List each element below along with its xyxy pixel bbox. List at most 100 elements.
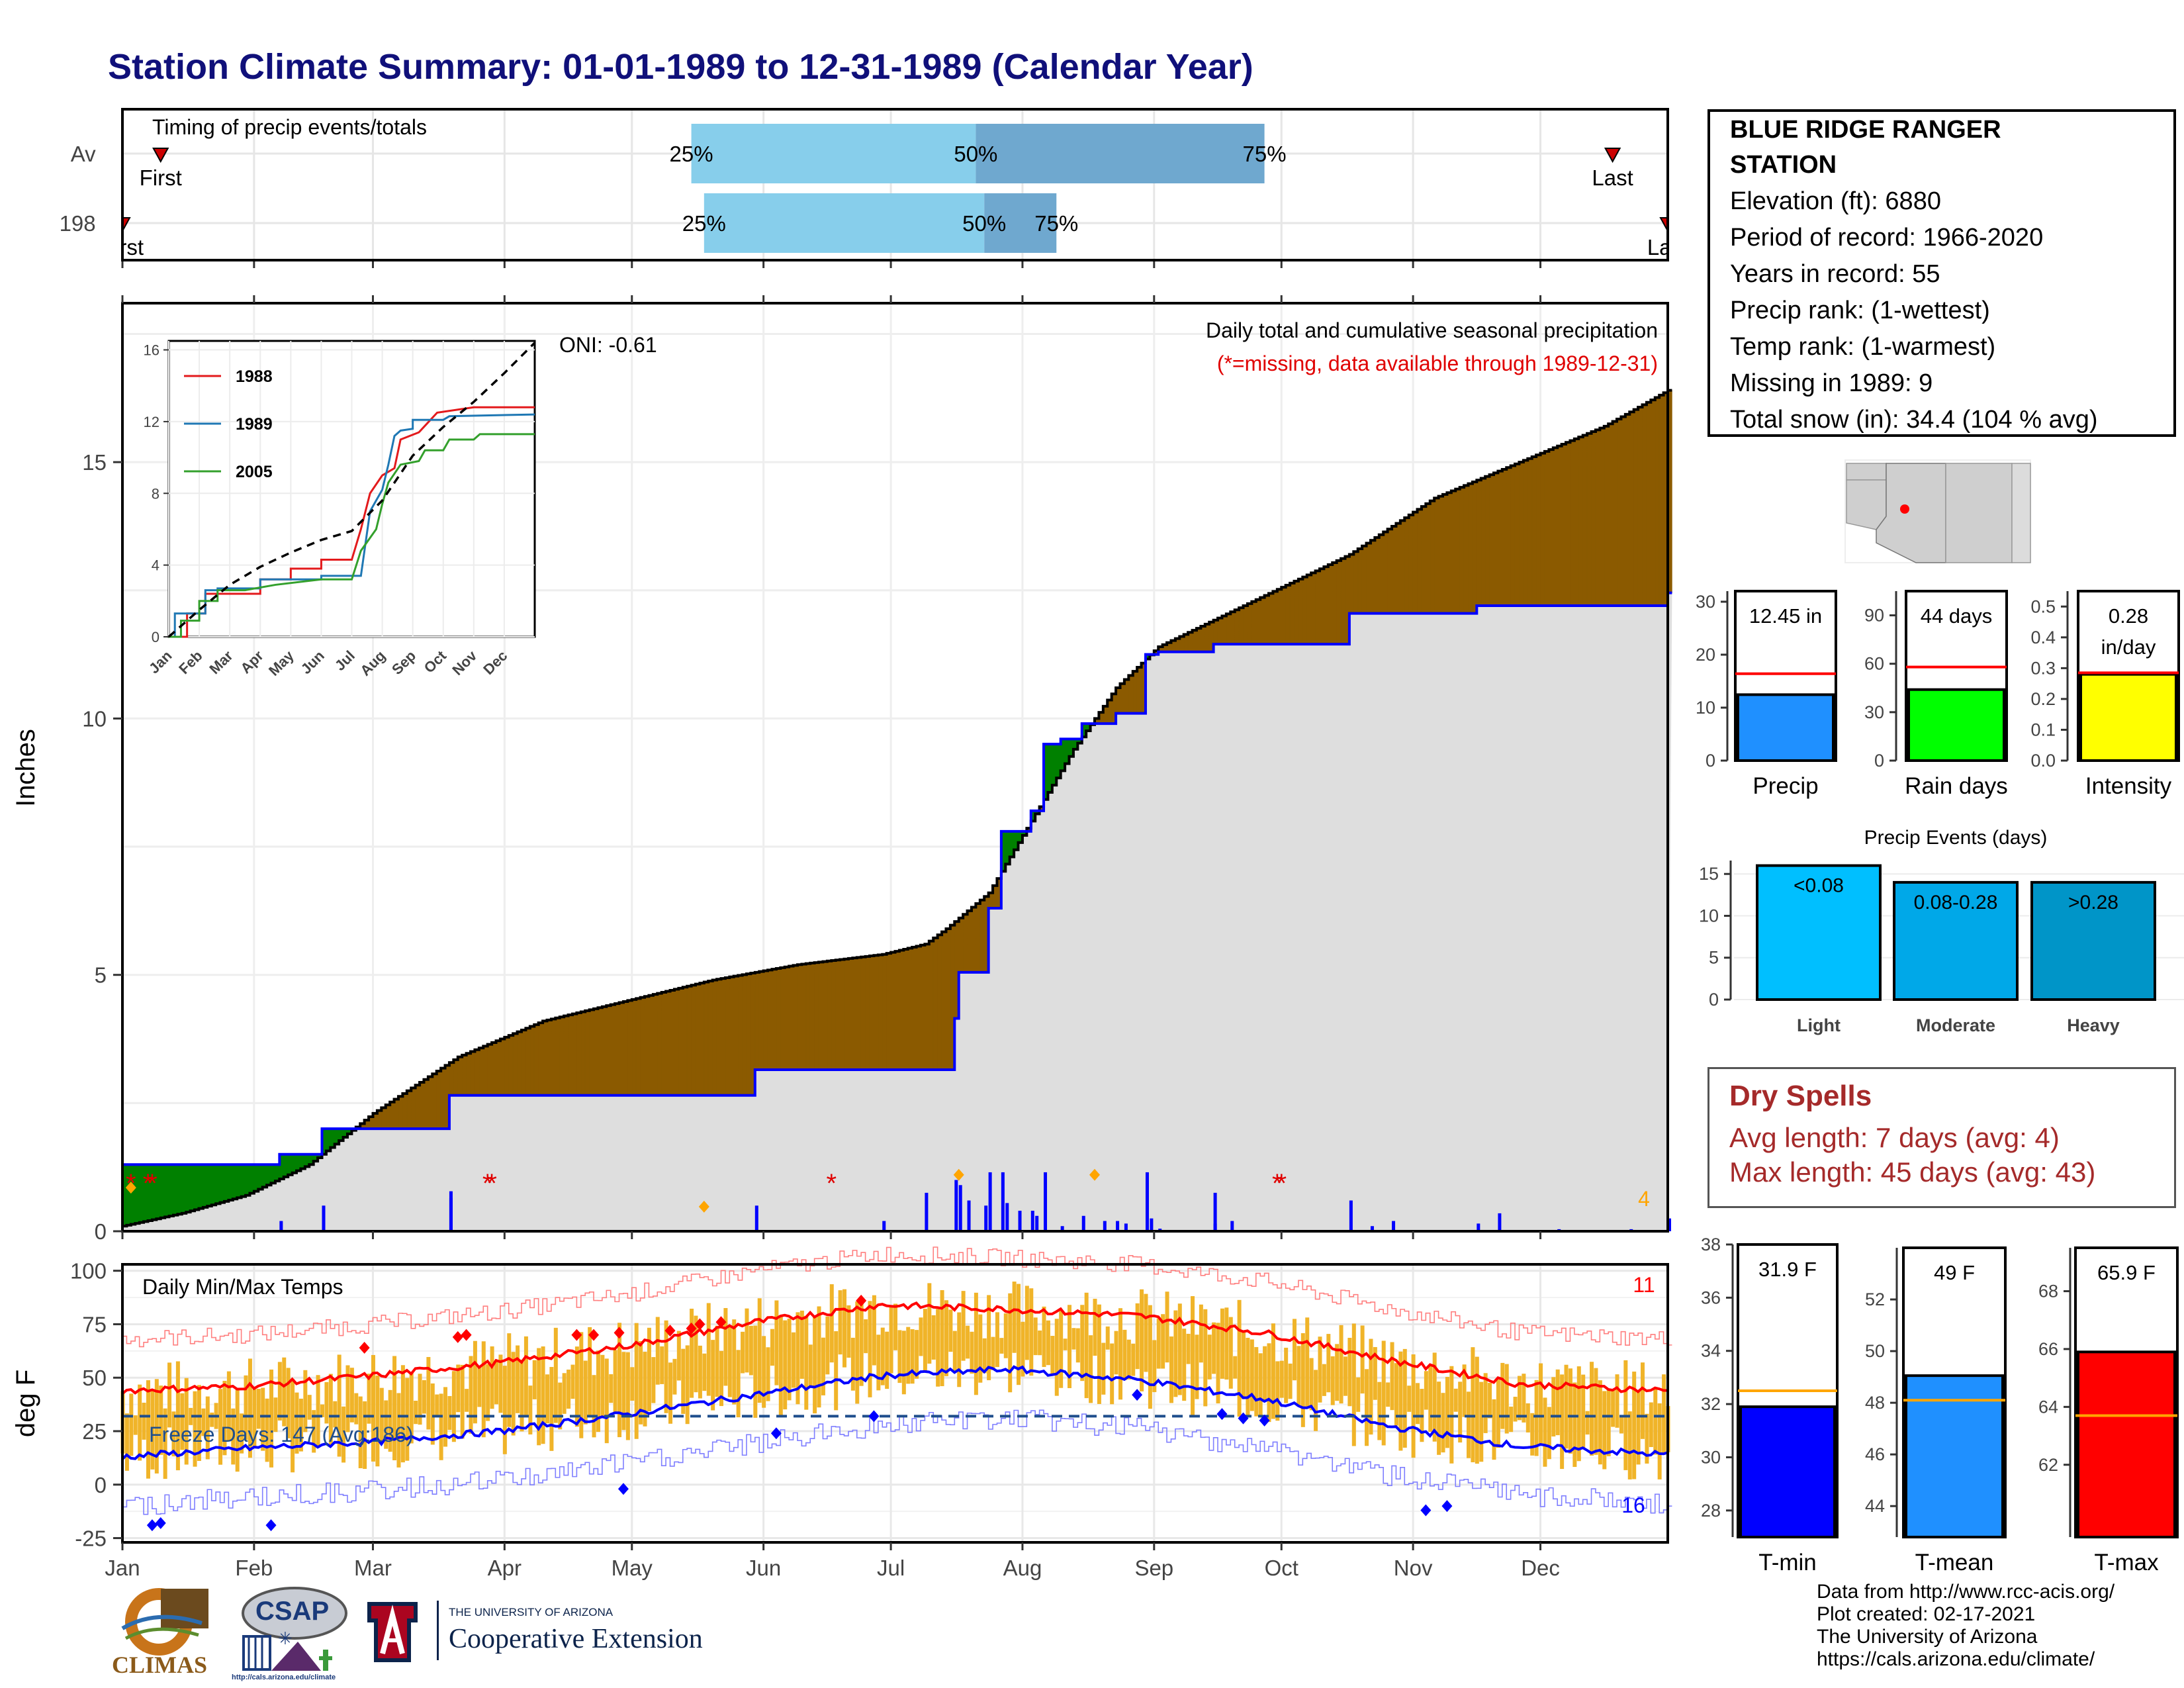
precip-event-bar [2030,880,2156,1002]
daily-temp-range-bar [537,1348,541,1446]
avg-max-temp-line [121,1301,1668,1395]
daily-temp-range-bar [1199,1304,1203,1363]
daily-temp-range-bar [974,1292,978,1395]
daily-temp-range-bar [1144,1293,1148,1372]
daily-temp-range-bar [592,1375,596,1438]
footer-data-source: Data from http://www.rcc-acis.org/ [1817,1581,2115,1603]
missing-data-marker: * [143,1169,154,1198]
daily-temp-range-bar [799,1310,804,1379]
daily-temp-range-bar [1110,1343,1115,1405]
daily-temp-range-bar [1471,1347,1475,1462]
daily-temp-range-bar [405,1378,410,1461]
inset-ytick-label: 16 [144,342,159,359]
temp-ytick-label: -25 [75,1526,107,1551]
events-ytick-label: 10 [1699,906,1719,925]
tmax-label: T-max [2094,1550,2159,1575]
daily-temp-range-bar [1504,1364,1509,1434]
dry-spells-title: Dry Spells [1729,1080,1872,1112]
record-low-marker [155,1517,166,1529]
tmax-value-label: 65.9 F [2097,1261,2156,1284]
daily-temp-range-bar [1288,1363,1293,1399]
daily-temp-range-bar [1140,1289,1144,1391]
daily-temp-range-bar [320,1404,324,1417]
daily-temp-range-bar [307,1395,312,1420]
daily-temp-range-bar [1131,1343,1136,1376]
daily-temp-range-bar [1242,1331,1246,1399]
daily-temp-range-bar [562,1373,567,1414]
inset-ytick-label: 4 [152,557,159,574]
daily-temp-range-bar [723,1308,728,1386]
daily-temp-range-bar [617,1323,622,1438]
timing-bar-50-75 [976,124,1265,183]
daily-temp-range-bar [1437,1382,1441,1455]
daily-precip-bar [925,1192,929,1231]
daily-precip-bar [984,1205,988,1231]
cumulative-base-area [122,592,1672,1231]
daily-temp-range-bar [1386,1382,1390,1407]
daily-temp-range-bar [1279,1360,1284,1398]
daily-temp-range-bar [1424,1371,1428,1410]
daily-temp-range-bar [1152,1340,1157,1393]
daily-temp-range-bar [736,1350,741,1418]
daily-temp-range-bar [269,1369,274,1468]
record-high-marker [856,1294,867,1307]
rain_days-ytick-label: 90 [1864,606,1884,626]
daily-temp-range-bar [906,1327,911,1384]
daily-precip-bar [1150,1218,1154,1231]
record-high-marker [461,1329,472,1341]
daily-temp-range-bar [639,1340,643,1425]
daily-temp-range-bar [1084,1292,1089,1399]
month-label: Oct [1265,1556,1298,1580]
footer-plot-date: Plot created: 02-17-2021 [1817,1603,2036,1625]
daily-temp-range-bar [244,1375,248,1440]
daily-temp-range-bar [159,1385,163,1455]
daily-temp-range-bar [1416,1383,1420,1425]
climas-label: CLIMAS [112,1652,208,1678]
daily-precip-bar [279,1221,283,1231]
snow-count-label: 4 [1638,1187,1650,1211]
precip-ytick-label: 30 [1696,592,1715,612]
daily-temp-range-bar [1590,1362,1594,1456]
daily-temp-range-bar [1029,1288,1034,1376]
inset-legend-label: 2005 [236,463,273,481]
daily-temp-range-bar [838,1290,842,1355]
daily-temp-range-bar [1203,1309,1208,1407]
daily-temp-range-bar [923,1309,927,1373]
daily-precip-bar [1230,1221,1234,1231]
daily-temp-range-bar [1216,1323,1220,1404]
dry-spells-avg: Avg length: 7 days (avg: 4) [1729,1122,2060,1153]
daily-precip-bar [1116,1221,1120,1231]
tmax-ytick-label: 62 [2038,1455,2058,1475]
month-label: Jun [746,1556,781,1580]
station-location-dot [1900,504,1909,514]
daily-temp-range-bar [1042,1306,1046,1368]
daily-temp-range-bar [859,1299,864,1386]
month-label: Jan [105,1556,140,1580]
precip-ylabel: Inches [11,729,40,807]
daily-temp-range-bar [1657,1403,1662,1479]
daily-temp-range-bar [647,1327,651,1411]
daily-temp-range-bar [897,1330,902,1383]
daily-temp-range-bar [621,1352,626,1430]
record-low-marker [1216,1408,1228,1421]
daily-temp-range-bar [303,1370,308,1432]
precip-event-bar [1756,864,1882,1001]
daily-temp-range-bar [414,1401,418,1425]
station-years: Years in record: 55 [1730,260,1940,288]
temp-panel-frame [121,1263,1669,1544]
daily-temp-range-bar [1572,1382,1577,1468]
daily-temp-range-bar [451,1371,456,1442]
daily-temp-range-bar [1254,1346,1259,1417]
events-title: Precip Events (days) [1864,827,2048,849]
temp-ytick-label: 25 [82,1419,107,1444]
daily-precip-bar [1001,1172,1005,1231]
daily-temp-range-bar [201,1408,206,1436]
daily-temp-range-bar [1539,1363,1543,1444]
daily-temp-range-bar [345,1365,350,1432]
daily-temp-range-bar [1492,1399,1496,1460]
precip-bar [1737,693,1835,763]
record-high-marker [694,1318,705,1331]
daily-precip-bar [1392,1221,1396,1231]
daily-precip-bar [1081,1215,1085,1231]
daily-temp-range-bar [1407,1385,1412,1412]
